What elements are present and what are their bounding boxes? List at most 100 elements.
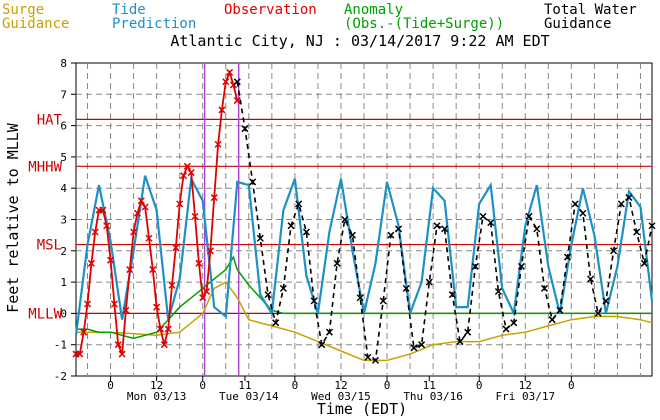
series-total-water-guidance-point [471, 262, 479, 270]
series-observation-point [126, 266, 134, 274]
y-tick-label: 6 [60, 120, 67, 133]
series-observation-point [160, 341, 168, 349]
series-total-water-guidance-point [287, 222, 295, 230]
series-total-water-guidance-point [464, 328, 472, 336]
series-total-water-guidance-point [333, 259, 341, 267]
series-observation-point [83, 300, 92, 308]
series-observation-point [233, 97, 241, 105]
series-total-water-guidance-point [617, 200, 625, 208]
x-tick-label: 12 [150, 379, 163, 392]
series-total-water-guidance-point [448, 291, 456, 299]
series-tide-prediction-line [74, 175, 654, 336]
series-total-water-guidance-point [610, 247, 618, 255]
series-observation-point [114, 341, 122, 349]
x-tick-label: 0 [568, 379, 575, 392]
y-tick-label: 0 [60, 307, 67, 320]
series-observation-point [172, 244, 180, 252]
series-observation-point [156, 325, 165, 333]
series-observation-point [183, 162, 191, 170]
x-day-label: Fri 03/17 [495, 390, 555, 403]
y-tick-label: 2 [60, 245, 67, 258]
series-total-water-guidance-point [318, 341, 326, 349]
series-total-water-guidance-point [525, 212, 533, 220]
y-tick-label: 5 [60, 151, 67, 164]
series-observation-point [91, 228, 99, 236]
series-observation-point [118, 350, 126, 358]
series-observation-point [145, 234, 153, 242]
series-total-water-guidance-point [494, 287, 502, 296]
series-total-water-guidance-point [302, 228, 310, 236]
series-observation-point [153, 303, 161, 311]
series-observation-point [203, 287, 211, 296]
x-tick-label: 0 [476, 379, 483, 392]
series-total-water-guidance-point [425, 278, 433, 286]
series-total-water-guidance-point [364, 353, 372, 361]
series-observation-point [179, 172, 188, 180]
series-observation-point [87, 259, 95, 267]
y-tick-label: 4 [60, 182, 67, 195]
series-observation-point [130, 228, 138, 236]
series-observation-point [206, 247, 214, 255]
x-day-label: Thu 03/16 [403, 390, 463, 403]
series-total-water-guidance-point [456, 338, 464, 346]
series-observation-point [149, 266, 157, 274]
series-total-water-guidance-point [433, 222, 441, 230]
series-total-water-guidance-point [633, 228, 641, 236]
series-observation-point [176, 200, 184, 208]
series-observation-point [137, 197, 145, 205]
series-total-water-guidance-point [256, 234, 264, 242]
series-observation-point [187, 169, 195, 177]
series-observation-point [110, 300, 118, 308]
series-observation-point [199, 294, 207, 302]
series-total-water-guidance-point [310, 297, 318, 305]
datum-label-mhhw: MHHW [28, 159, 62, 175]
x-day-label: Wed 03/15 [311, 390, 371, 403]
series-observation-point [133, 209, 141, 217]
x-tick-label: 0 [199, 379, 206, 392]
series-total-water-guidance-point [648, 222, 656, 230]
series-observation-point [226, 68, 234, 76]
series-total-water-guidance-point [571, 200, 579, 208]
x-tick-label: 0 [384, 379, 391, 392]
series-observation-point [218, 106, 226, 114]
series-total-water-guidance-point [295, 200, 303, 208]
series-total-water-guidance-point [410, 344, 418, 352]
datum-label-hat: HAT [37, 112, 63, 128]
series-total-water-guidance-point [279, 284, 287, 292]
series-observation-point [191, 212, 199, 220]
series-total-water-guidance-point [387, 231, 395, 239]
series-observation-point [214, 140, 222, 148]
y-tick-label: 7 [60, 88, 67, 101]
series-observation-point [141, 203, 149, 211]
series-total-water-guidance-point [533, 225, 541, 233]
series-total-water-guidance-point [325, 328, 333, 336]
series-total-water-guidance-point [579, 209, 587, 217]
series-surge-guidance-line [76, 281, 653, 362]
series-observation-point [99, 206, 107, 214]
series-total-water-guidance-point [348, 231, 357, 239]
series-observation-point [103, 222, 111, 230]
series-total-water-guidance-point [418, 341, 426, 349]
series-observation-point [122, 306, 130, 314]
x-axis-label: Time (EDT) [317, 400, 407, 418]
series-total-water-guidance-point [441, 225, 449, 233]
series-total-water-guidance-point [540, 284, 549, 292]
x-tick-label: 0 [107, 379, 114, 392]
y-tick-label: 3 [60, 214, 67, 227]
legend-item-5-line-1: Total Water [544, 2, 637, 18]
x-tick-label: 11 [238, 379, 251, 392]
series-total-water-guidance-point [272, 319, 280, 327]
x-tick-label: 11 [423, 379, 436, 392]
series-observation-point [164, 325, 172, 333]
series-observation-point [210, 194, 218, 202]
legend-item-5-line-2: Guidance [544, 16, 611, 32]
series-observation-point [168, 281, 176, 289]
series-total-water-guidance-point [602, 297, 610, 305]
series-observation-point [76, 350, 84, 358]
legend-item-2-line-1: Tide [112, 2, 146, 18]
x-tick-label: 12 [334, 379, 347, 392]
datum-label-msl: MSL [37, 238, 62, 254]
